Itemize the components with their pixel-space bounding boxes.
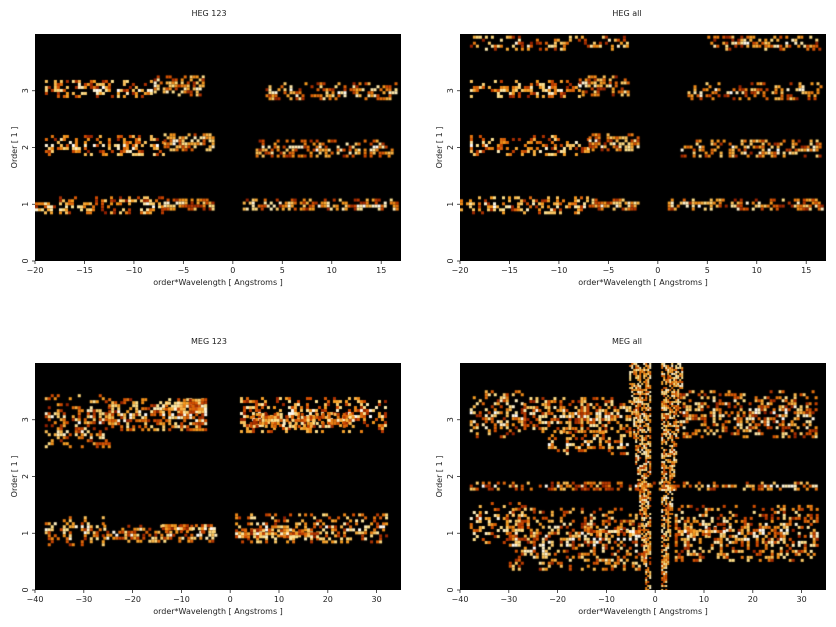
y-tick-label: 1 [446,202,455,207]
y-tick-label: 3 [446,88,455,93]
y-axis-label: Order [ 1 ] [435,456,444,498]
heatmap-plot-area [35,363,401,590]
chart-title: HEG all [612,9,642,18]
chart-axes: −20 −15 −10 −5 0 5 10 15 0 1 2 3 order*Wavelength [ … [10,88,386,287]
chart-title: MEG all [611,337,643,346]
x-tick-label: 5 [280,266,285,275]
x-tick-label: 0 [230,266,235,275]
x-tick-label: −20 [27,266,44,275]
x-axis-label: order*Wavelength [ Angstroms ] [578,278,708,287]
x-tick-label: 0 [655,266,660,275]
y-tick-label: 0 [21,587,30,592]
chart-title: MEG 123 [191,337,227,346]
x-tick-label: −40 [27,595,44,604]
x-tick-label: −5 [177,266,189,275]
x-tick-label: −15 [501,266,518,275]
heatmap-plot-area [460,363,826,590]
x-axis-label: order*Wavelength [ Angstroms ] [153,607,283,616]
y-axis-label: Order [ 1 ] [10,456,19,498]
x-tick-label: −15 [76,266,93,275]
y-tick-label: 1 [21,202,30,207]
x-tick-label: −30 [75,595,92,604]
y-tick-label: 2 [446,474,455,479]
y-tick-label: 3 [21,88,30,93]
x-tick-label: 30 [797,595,807,604]
chart-axes: −20 −15 −10 −5 0 5 10 15 0 1 2 3 order*Wavelength [ … [435,88,811,287]
y-axis-label: Order [ 1 ] [10,127,19,169]
y-tick-label: 1 [446,531,455,536]
y-tick-label: 3 [21,417,30,422]
chart-panel-heg-123: HEG 123 −20 −15 −10 −5 0 5 10 15 0 1 2 3 order*Wavel… [0,0,418,313]
y-tick-label: 2 [21,474,30,479]
x-tick-label: −20 [452,266,469,275]
x-tick-label: 10 [752,266,762,275]
x-tick-label: 10 [274,595,284,604]
chart-axes: −40 −30 −20 −10 0 10 20 30 0 1 2 3 order*Wavelength … [435,417,807,616]
x-tick-label: −20 [549,595,566,604]
x-tick-label: −10 [173,595,190,604]
chart-panel-heg-all: HEG all −20 −15 −10 −5 0 5 10 15 0 1 2 3 order*Wavel… [418,0,836,313]
heatmap-plot-area [35,34,401,261]
x-tick-label: 30 [372,595,382,604]
x-tick-label: 20 [323,595,333,604]
chart-title: HEG 123 [191,9,227,18]
x-axis-label: order*Wavelength [ Angstroms ] [153,278,283,287]
x-tick-label: −20 [124,595,141,604]
x-tick-label: 0 [653,595,658,604]
y-tick-label: 0 [446,258,455,263]
y-tick-label: 3 [446,417,455,422]
chart-panel-meg-all: MEG all −40 −30 −20 −10 0 10 20 30 0 1 2 3 order*Wav… [418,313,836,627]
x-tick-label: 20 [748,595,758,604]
y-axis-label: Order [ 1 ] [435,127,444,169]
x-tick-label: 5 [705,266,710,275]
heatmap-canvas [35,363,401,590]
x-axis-label: order*Wavelength [ Angstroms ] [578,607,708,616]
x-tick-label: 15 [801,266,811,275]
x-tick-label: 10 [699,595,709,604]
heatmap-canvas [35,34,401,261]
chart-panel-meg-123: MEG 123 −40 −30 −20 −10 0 10 20 30 0 1 2 3 order*Wav… [0,313,418,627]
x-tick-label: −10 [125,266,142,275]
x-tick-label: −40 [452,595,469,604]
x-tick-label: −5 [602,266,614,275]
y-tick-label: 2 [21,145,30,150]
x-tick-label: 15 [376,266,386,275]
y-tick-label: 0 [446,587,455,592]
x-tick-label: −30 [500,595,517,604]
heatmap-canvas [460,363,826,590]
y-tick-label: 0 [21,258,30,263]
x-tick-label: 0 [228,595,233,604]
y-tick-label: 1 [21,531,30,536]
x-tick-label: 10 [327,266,337,275]
heatmap-canvas [460,34,826,261]
y-tick-label: 2 [446,145,455,150]
x-tick-label: −10 [550,266,567,275]
x-tick-label: −10 [598,595,615,604]
chart-axes: −40 −30 −20 −10 0 10 20 30 0 1 2 3 order*Wavelength … [10,417,382,616]
heatmap-plot-area [460,34,826,261]
